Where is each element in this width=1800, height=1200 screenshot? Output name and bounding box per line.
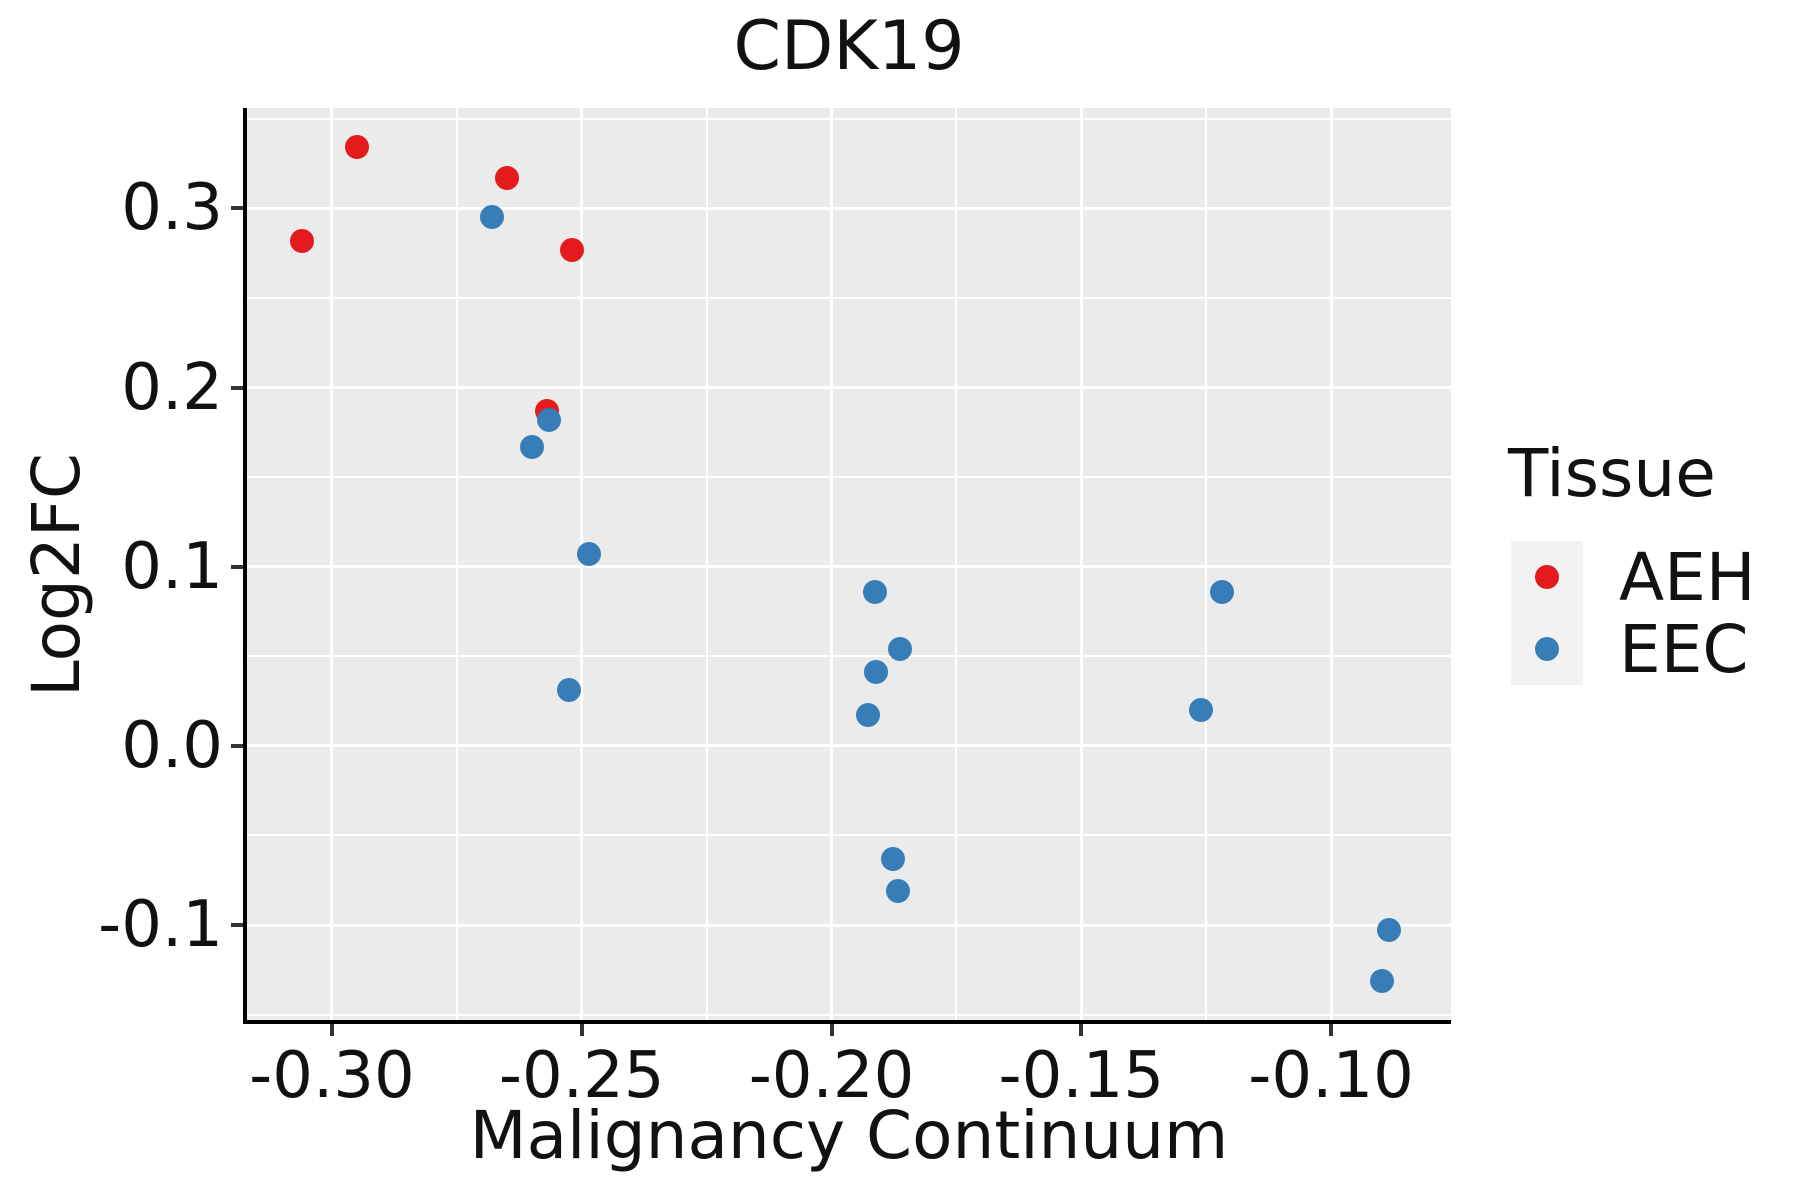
x-major-gridline <box>1329 108 1333 1020</box>
data-point-aeh <box>494 165 519 190</box>
x-tick-mark <box>1079 1024 1084 1036</box>
x-tick-mark <box>829 1024 834 1036</box>
data-point-eec <box>1377 918 1402 943</box>
data-point-eec <box>864 660 889 685</box>
legend-key-aeh <box>1511 541 1583 613</box>
x-tick-mark <box>579 1024 584 1036</box>
legend-label-aeh: AEH <box>1619 538 1756 616</box>
data-point-eec <box>1370 968 1395 993</box>
x-tick-label: -0.25 <box>498 1039 665 1113</box>
legend: Tissue AEH EEC <box>1508 435 1755 687</box>
plot-panel <box>247 108 1451 1020</box>
x-minor-gridline <box>1205 108 1208 1020</box>
x-major-gridline <box>330 108 334 1020</box>
data-point-eec <box>577 542 602 567</box>
x-tick-mark <box>329 1024 334 1036</box>
y-major-gridline <box>247 386 1451 389</box>
y-tick-mark <box>231 564 243 569</box>
legend-title: Tissue <box>1508 435 1716 512</box>
y-tick-label: -0.1 <box>98 888 223 963</box>
chart-title: CDK19 <box>733 7 965 86</box>
legend-dot-aeh-icon <box>1535 565 1559 589</box>
data-point-eec <box>856 703 881 728</box>
x-minor-gridline <box>955 108 958 1020</box>
data-point-eec <box>863 579 888 604</box>
x-major-gridline <box>830 108 833 1020</box>
data-point-eec <box>519 434 544 459</box>
y-tick-label: 0.2 <box>121 350 223 425</box>
x-major-gridline <box>1079 108 1083 1020</box>
legend-key-eec <box>1511 613 1583 685</box>
y-major-gridline <box>247 744 1451 748</box>
x-tick-mark <box>1329 1024 1334 1036</box>
y-major-gridline <box>247 923 1451 927</box>
data-point-aeh <box>344 135 369 160</box>
y-tick-mark <box>231 743 243 748</box>
legend-entry-aeh: AEH <box>1511 538 1756 616</box>
data-point-eec <box>1189 698 1214 723</box>
y-minor-gridline <box>247 1013 1451 1016</box>
legend-dot-eec-icon <box>1535 637 1559 661</box>
data-point-eec <box>1210 579 1235 604</box>
y-minor-gridline <box>247 655 1451 658</box>
y-axis-line <box>243 108 247 1024</box>
legend-label-eec: EEC <box>1619 610 1749 688</box>
y-tick-label: 0.1 <box>121 529 223 604</box>
data-point-eec <box>886 878 911 903</box>
data-point-eec <box>479 205 504 230</box>
y-minor-gridline <box>247 834 1451 837</box>
x-tick-label: -0.15 <box>998 1039 1165 1113</box>
x-tick-label: -0.20 <box>748 1039 915 1113</box>
x-minor-gridline <box>705 108 708 1020</box>
legend-entry-eec: EEC <box>1511 610 1749 688</box>
x-tick-label: -0.10 <box>1248 1039 1414 1113</box>
x-tick-label: -0.30 <box>249 1039 415 1113</box>
x-axis-label: Malignancy Continuum <box>469 1097 1229 1174</box>
y-major-gridline <box>247 565 1451 569</box>
y-tick-label: 0.0 <box>121 708 223 783</box>
y-tick-mark <box>231 206 243 211</box>
y-major-gridline <box>247 206 1451 210</box>
data-point-eec <box>888 637 913 662</box>
y-tick-label: 0.3 <box>121 171 223 246</box>
y-minor-gridline <box>247 296 1451 299</box>
data-point-aeh <box>559 237 584 262</box>
x-minor-gridline <box>455 108 458 1020</box>
y-tick-mark <box>231 385 243 390</box>
data-point-eec <box>557 678 582 703</box>
x-axis-line <box>243 1020 1451 1024</box>
data-point-eec <box>881 846 906 871</box>
y-tick-mark <box>231 923 243 928</box>
y-minor-gridline <box>247 476 1451 479</box>
y-minor-gridline <box>247 117 1451 120</box>
data-point-eec <box>537 407 562 432</box>
data-point-aeh <box>289 228 314 253</box>
